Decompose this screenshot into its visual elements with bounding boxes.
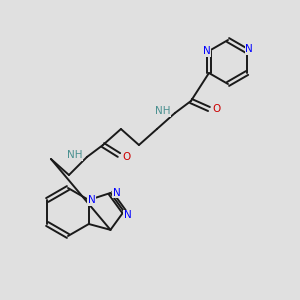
Text: N: N	[124, 210, 132, 220]
Text: NH: NH	[68, 150, 83, 160]
Text: N: N	[112, 188, 120, 198]
Text: NH: NH	[155, 106, 171, 116]
Text: O: O	[123, 152, 131, 162]
Text: N: N	[203, 46, 211, 56]
Text: N: N	[88, 195, 96, 205]
Text: O: O	[213, 104, 221, 114]
Text: N: N	[245, 44, 253, 54]
